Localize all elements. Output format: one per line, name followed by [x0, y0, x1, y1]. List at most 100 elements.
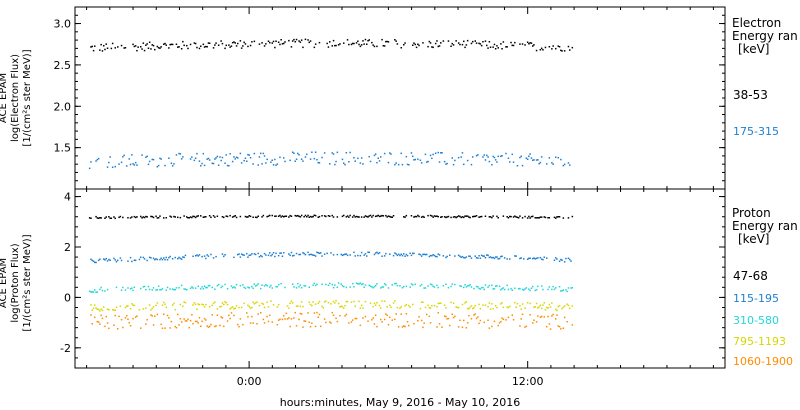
data-point-38-53: [106, 47, 109, 49]
data-point-38-53: [560, 49, 562, 52]
data-point-1060-1900: [466, 322, 469, 324]
data-point-115-195: [357, 254, 359, 257]
data-point-38-53: [500, 43, 502, 45]
data-point-175-315: [289, 159, 291, 162]
data-point-175-315: [530, 157, 533, 159]
data-point-38-53: [207, 42, 210, 44]
data-point-175-315: [261, 163, 263, 165]
data-point-175-315: [156, 166, 159, 168]
proton-plot-frame: [74, 188, 726, 369]
data-point-175-315: [362, 163, 364, 165]
data-point-795-1193: [491, 303, 493, 305]
data-point-115-195: [405, 253, 408, 256]
data-point-115-195: [257, 252, 259, 255]
data-point-47-68: [553, 216, 556, 219]
data-point-310-580: [147, 285, 150, 288]
data-point-115-195: [143, 258, 146, 260]
data-point-38-53: [239, 40, 242, 42]
data-point-38-53: [164, 42, 166, 45]
data-point-47-68: [517, 217, 520, 219]
data-point-175-315: [488, 160, 491, 163]
data-point-795-1193: [108, 309, 110, 311]
data-point-38-53: [275, 40, 277, 42]
data-point-310-580: [331, 283, 333, 286]
data-point-47-68: [122, 216, 124, 219]
data-point-175-315: [373, 154, 376, 157]
data-point-47-68: [191, 216, 193, 219]
data-point-38-53: [528, 43, 530, 45]
data-point-38-53: [496, 45, 498, 47]
data-point-175-315: [557, 157, 559, 159]
data-point-38-53: [234, 42, 236, 44]
data-point-795-1193: [230, 306, 233, 309]
data-point-795-1193: [433, 305, 436, 307]
data-point-175-315: [260, 152, 262, 155]
data-point-38-53: [394, 39, 396, 41]
data-point-1060-1900: [164, 327, 166, 329]
data-point-115-195: [498, 257, 501, 260]
data-point-115-195: [166, 259, 169, 261]
data-point-47-68: [289, 214, 291, 217]
data-point-38-53: [505, 46, 507, 48]
data-point-115-195: [277, 254, 280, 257]
data-point-47-68: [118, 216, 120, 219]
data-point-795-1193: [515, 306, 517, 308]
data-point-47-68: [372, 214, 374, 217]
data-point-1060-1900: [252, 322, 254, 324]
data-point-795-1193: [295, 305, 298, 307]
data-point-175-315: [552, 163, 554, 165]
data-point-38-53: [145, 44, 147, 46]
data-point-795-1193: [308, 301, 310, 303]
data-point-47-68: [418, 215, 420, 218]
data-point-1060-1900: [532, 322, 534, 324]
data-point-115-195: [556, 258, 558, 260]
data-point-795-1193: [214, 301, 216, 303]
data-point-38-53: [372, 44, 374, 46]
data-point-38-53: [535, 49, 538, 52]
data-point-795-1193: [96, 308, 99, 310]
data-point-115-195: [469, 255, 471, 258]
data-point-38-53: [152, 44, 155, 47]
data-point-175-315: [131, 154, 133, 156]
data-point-175-315: [284, 160, 286, 163]
data-point-47-68: [348, 216, 350, 218]
data-point-47-68: [555, 217, 557, 219]
data-point-38-53: [284, 41, 286, 43]
data-point-47-68: [367, 216, 369, 218]
data-point-1060-1900: [408, 324, 410, 327]
data-point-115-195: [314, 255, 317, 257]
data-point-795-1193: [291, 302, 294, 304]
data-point-38-53: [283, 42, 285, 45]
data-point-310-580: [321, 283, 323, 285]
data-point-38-53: [300, 39, 303, 41]
data-point-47-68: [387, 215, 390, 217]
data-point-115-195: [302, 252, 304, 254]
data-point-47-68: [378, 215, 381, 218]
data-point-38-53: [274, 46, 276, 49]
data-point-1060-1900: [192, 323, 194, 325]
data-point-47-68: [524, 215, 526, 218]
data-point-1060-1900: [226, 320, 229, 322]
data-point-175-315: [334, 163, 336, 166]
data-point-47-68: [127, 217, 129, 219]
data-point-38-53: [271, 42, 273, 44]
data-point-1060-1900: [188, 326, 190, 329]
data-point-795-1193: [332, 300, 335, 303]
data-point-47-68: [431, 215, 433, 217]
data-point-795-1193: [95, 307, 97, 309]
data-point-1060-1900: [99, 323, 101, 325]
data-point-115-195: [283, 252, 285, 254]
data-point-1060-1900: [263, 322, 266, 324]
data-point-310-580: [424, 287, 427, 289]
data-point-47-68: [343, 214, 345, 217]
data-point-47-68: [351, 216, 354, 218]
data-point-1060-1900: [208, 325, 211, 328]
data-point-47-68: [403, 216, 405, 218]
data-point-1060-1900: [386, 314, 388, 317]
data-point-175-315: [270, 161, 272, 163]
data-point-47-68: [254, 216, 257, 218]
data-point-38-53: [134, 45, 137, 47]
data-point-38-53: [120, 44, 123, 47]
data-point-38-53: [368, 39, 370, 41]
data-point-47-68: [405, 214, 408, 217]
